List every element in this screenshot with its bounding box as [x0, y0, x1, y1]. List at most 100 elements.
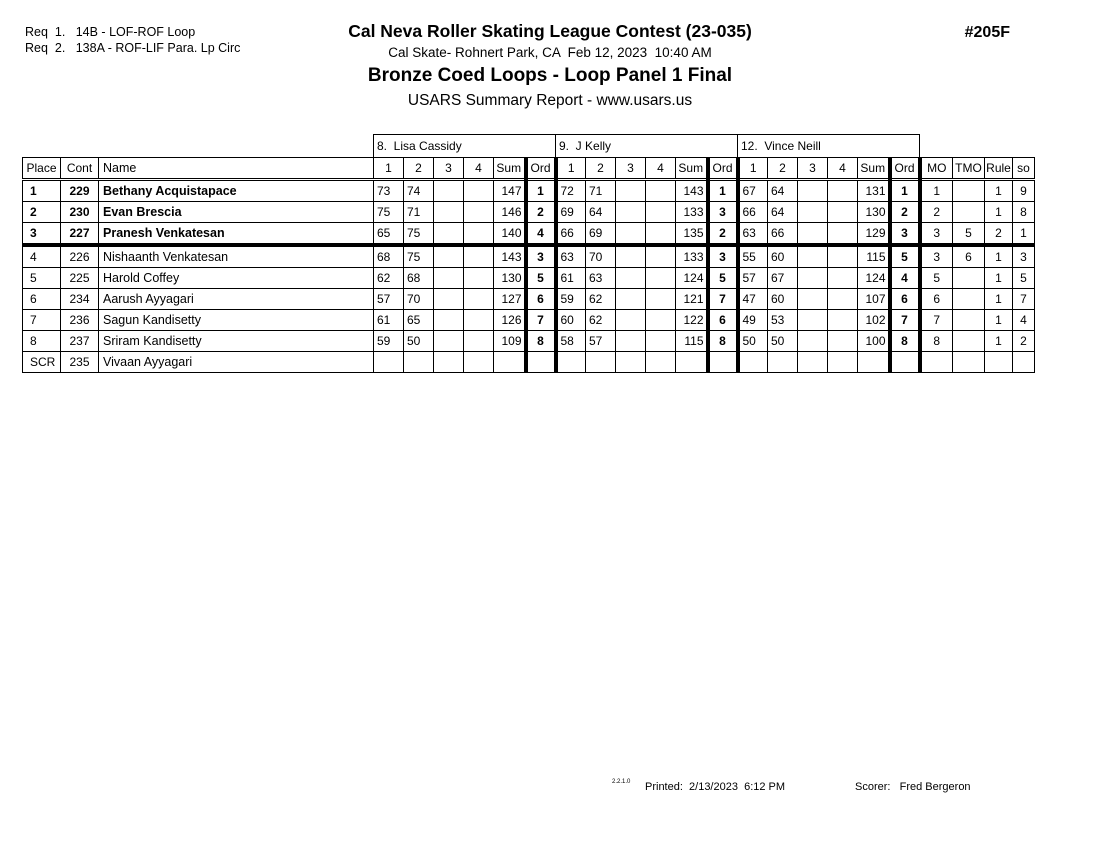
table-row: 6 234 Aarush Ayyagari 57 70 127 6 59 62 121 7 47 60 1… [22, 288, 1035, 310]
skater-name-cell: Sriram Kandisetty [98, 330, 374, 352]
judge2-score1: 60 [555, 309, 586, 331]
judge2-sum: 121 [675, 288, 708, 310]
judge3-score4 [827, 222, 858, 247]
judge3-score2: 67 [767, 267, 798, 289]
majority-ordinal-cell [919, 351, 953, 373]
judge3-sum: 124 [857, 267, 890, 289]
requirements-block: Req 1. 14B - LOF-ROF Loop Req 2. 138A - … [25, 24, 240, 56]
skater-name-cell: Sagun Kandisetty [98, 309, 374, 331]
col-header-judge1-2: 2 [403, 157, 434, 181]
table-row: SCR 235 Vivaan Ayyagari [22, 351, 1035, 373]
col-header-judge2-sum: Sum [675, 157, 708, 181]
judge1-score2: 74 [403, 179, 434, 202]
rule-cell: 1 [984, 267, 1013, 289]
judge1-score2: 65 [403, 309, 434, 331]
requirement-2: Req 2. 138A - ROF-LIF Para. Lp Circ [25, 41, 241, 55]
judge2-score2: 69 [585, 222, 616, 247]
judge1-ordinal: 3 [523, 244, 558, 268]
judge-row-spacer-left [23, 135, 374, 158]
judge2-score4 [645, 201, 676, 223]
judge1-score3 [433, 222, 464, 247]
skater-name-cell: Bethany Acquistapace [98, 179, 374, 202]
col-header-judge1-ord: Ord [523, 157, 558, 181]
judge2-sum [675, 351, 708, 373]
judge1-score1: 61 [373, 309, 404, 331]
judge1-score4 [463, 222, 494, 247]
table-row: 2 230 Evan Brescia 75 71 146 2 69 64 133 3 66 64 130 2… [22, 201, 1035, 223]
place-cell: 7 [22, 309, 61, 331]
col-header-judge1-3: 3 [433, 157, 464, 181]
rule-cell: 2 [984, 222, 1013, 247]
judge3-score4 [827, 179, 858, 202]
judge3-score1: 67 [737, 179, 768, 202]
judge2-ordinal: 5 [705, 267, 740, 289]
judge2-score4 [645, 351, 676, 373]
majority-ordinal-cell: 1 [919, 179, 953, 202]
results-table-head: 8. Lisa Cassidy 9. J Kelly 12. Vince Neill… [22, 134, 1035, 181]
col-header-place: Place [22, 157, 61, 181]
judge1-score1: 73 [373, 179, 404, 202]
judge2-sum: 143 [675, 179, 708, 202]
judge1-score3 [433, 244, 464, 268]
judge1-score3 [433, 201, 464, 223]
col-header-judge2-ord: Ord [705, 157, 740, 181]
judge2-ordinal: 3 [705, 201, 740, 223]
software-version: 2.2.1.0 [612, 779, 631, 785]
judge1-sum: 109 [493, 330, 526, 352]
judge3-score2: 53 [767, 309, 798, 331]
col-header-name: Name [98, 157, 374, 181]
skater-name-cell: Harold Coffey [98, 267, 374, 289]
report-type: USARS Summary Report - www.usars.us [407, 92, 693, 109]
judge2-score1: 66 [555, 222, 586, 247]
judge2-score2: 71 [585, 179, 616, 202]
judge2-ordinal [705, 351, 740, 373]
skater-name-cell: Aarush Ayyagari [98, 288, 374, 310]
judge2-score2: 57 [585, 330, 616, 352]
judge2-score1: 61 [555, 267, 586, 289]
rule-cell: 1 [984, 201, 1013, 223]
contest-title: Cal Neva Roller Skating League Contest (… [348, 21, 752, 41]
judge3-score1: 47 [737, 288, 768, 310]
judge1-score1: 57 [373, 288, 404, 310]
judge1-score1 [373, 351, 404, 373]
col-header-mo: MO [919, 157, 953, 181]
judge3-score4 [827, 351, 858, 373]
requirement-1: Req 1. 14B - LOF-ROF Loop [25, 25, 196, 39]
majority-ordinal-cell: 8 [919, 330, 953, 352]
table-row: 4 226 Nishaanth Venkatesan 68 75 143 3 63 70 133 3… [22, 244, 1035, 268]
results-table-wrap: 8. Lisa Cassidy 9. J Kelly 12. Vince Neill… [22, 134, 1035, 373]
judge3-score4 [827, 244, 858, 268]
place-cell: 5 [22, 267, 61, 289]
judge3-score4 [827, 330, 858, 352]
judge3-score3 [797, 309, 828, 331]
col-header-judge3-3: 3 [797, 157, 828, 181]
judge2-score4 [645, 179, 676, 202]
judge1-score4 [463, 309, 494, 331]
judge1-sum: 130 [493, 267, 526, 289]
judge3-sum [857, 351, 890, 373]
judge3-score3 [797, 201, 828, 223]
contestant-number-cell: 225 [60, 267, 99, 289]
judge3-sum: 131 [857, 179, 890, 202]
judge2-score2 [585, 351, 616, 373]
contestant-number-cell: 237 [60, 330, 99, 352]
judge3-ordinal: 5 [887, 244, 922, 268]
judge2-score3 [615, 351, 646, 373]
col-header-judge3-sum: Sum [857, 157, 890, 181]
judge1-score3 [433, 267, 464, 289]
judge1-score4 [463, 267, 494, 289]
skater-name-cell: Vivaan Ayyagari [98, 351, 374, 373]
majority-ordinal-cell: 6 [919, 288, 953, 310]
col-header-tmo: TMO [952, 157, 985, 181]
judge1-ordinal: 2 [523, 201, 558, 223]
skater-name-cell: Evan Brescia [98, 201, 374, 223]
judge1-score3 [433, 288, 464, 310]
judge1-score2: 75 [403, 222, 434, 247]
rule-cell: 1 [984, 244, 1013, 268]
table-row: 5 225 Harold Coffey 62 68 130 5 61 63 124 5 57 67 124… [22, 267, 1035, 289]
judge2-sum: 115 [675, 330, 708, 352]
judge1-sum: 140 [493, 222, 526, 247]
place-cell: 3 [22, 222, 61, 247]
judge1-ordinal: 8 [523, 330, 558, 352]
